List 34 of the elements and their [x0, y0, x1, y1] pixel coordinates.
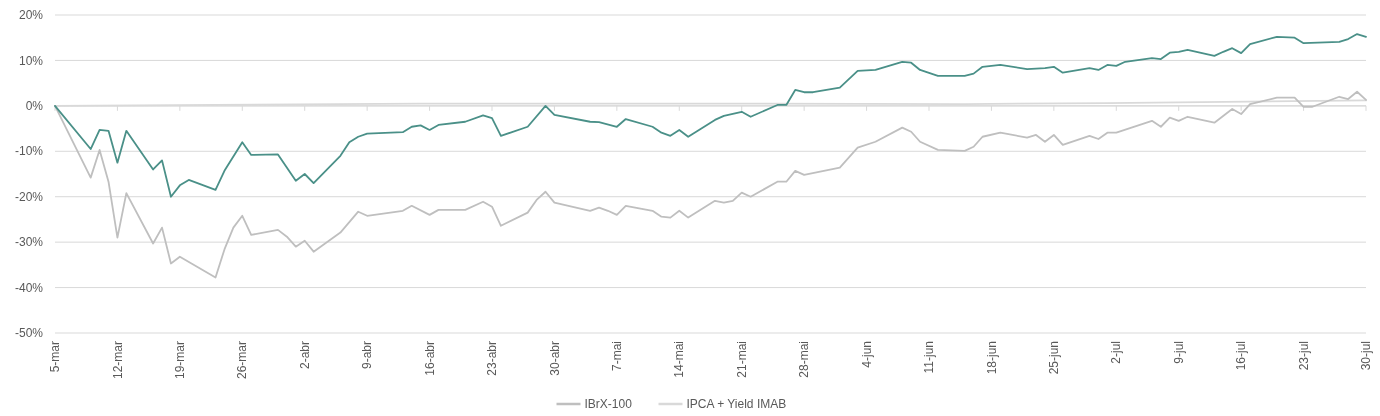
x-tick-label: 30-jul: [1359, 341, 1374, 371]
x-tick-label: 16-jul: [1234, 341, 1249, 371]
y-tick-label: -20%: [14, 189, 44, 204]
legend-label: IPCA + Yield IMAB: [686, 397, 787, 411]
line-series: [54, 90, 1367, 279]
x-tick-label: 14-mai: [672, 341, 687, 378]
y-tick-label: -50%: [14, 326, 44, 341]
x-tick-label: 7-mai: [610, 341, 625, 372]
x-tick-label: 26-mar: [235, 341, 250, 380]
x-tick-label: 9-jul: [1171, 341, 1186, 364]
x-tick-label: 4-jun: [859, 341, 874, 368]
x-tick-label: 12-mar: [110, 341, 125, 380]
legend-label: IBrX-100: [584, 397, 633, 411]
y-tick-label: -40%: [14, 280, 44, 295]
x-tick-label: 16-abr: [422, 341, 437, 376]
x-tick-label: 9-abr: [360, 341, 375, 370]
x-tick-label: 23-abr: [485, 341, 500, 376]
x-tick-label: 5-mar: [48, 341, 63, 373]
x-tick-label: 11-jun: [922, 341, 937, 374]
x-tick-label: 19-mar: [173, 341, 188, 380]
x-tick-label: 2-abr: [297, 341, 312, 370]
x-tick-label: 18-jun: [984, 341, 999, 375]
y-tick-label: -30%: [14, 235, 44, 250]
y-tick-label: 10%: [18, 53, 44, 68]
x-tick-label: 25-jun: [1047, 341, 1062, 375]
x-tick-label: 2-jul: [1109, 341, 1124, 364]
x-tick-label: 28-mai: [797, 341, 812, 378]
x-tick-label: 30-abr: [547, 341, 562, 376]
x-tick-label: 23-jul: [1296, 341, 1311, 371]
y-tick-label: 20%: [18, 8, 44, 23]
x-tick-label: 21-mai: [734, 341, 749, 378]
line-series: [54, 33, 1367, 198]
y-tick-label: 0%: [25, 99, 44, 114]
y-tick-label: -10%: [14, 144, 44, 159]
